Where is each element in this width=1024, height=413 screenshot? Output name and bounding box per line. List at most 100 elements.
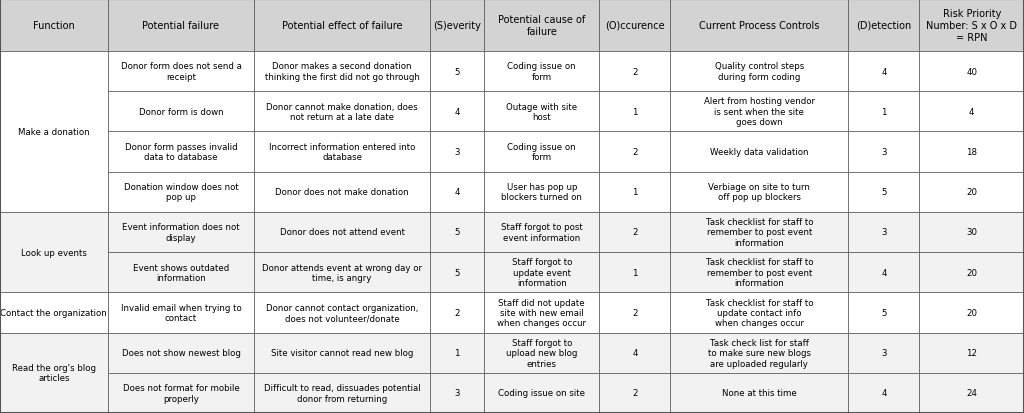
Bar: [0, 333, 108, 413]
Bar: [108, 212, 254, 252]
Text: 5: 5: [881, 188, 887, 197]
Bar: [0, 293, 108, 333]
Text: Risk Priority
Number: S x O x D
= RPN: Risk Priority Number: S x O x D = RPN: [926, 9, 1017, 43]
Text: 18: 18: [967, 148, 977, 157]
Bar: [920, 252, 1024, 293]
Bar: [254, 373, 430, 413]
Bar: [484, 212, 599, 252]
Text: 1: 1: [455, 348, 460, 357]
Text: 20: 20: [967, 268, 977, 277]
Bar: [430, 293, 484, 333]
Bar: [484, 0, 599, 52]
Bar: [671, 0, 848, 52]
Bar: [848, 293, 920, 333]
Text: (O)ccurence: (O)ccurence: [605, 21, 665, 31]
Bar: [430, 252, 484, 293]
Text: Alert from hosting vendor
is sent when the site
goes down: Alert from hosting vendor is sent when t…: [703, 97, 815, 127]
Text: Donor does not make donation: Donor does not make donation: [275, 188, 409, 197]
Bar: [848, 373, 920, 413]
Text: Function: Function: [33, 21, 75, 31]
Bar: [848, 0, 920, 52]
Bar: [254, 0, 430, 52]
Text: 5: 5: [455, 228, 460, 237]
Text: Potential cause of
failure: Potential cause of failure: [499, 15, 586, 37]
Text: 4: 4: [455, 188, 460, 197]
Text: Staff did not update
site with new email
when changes occur: Staff did not update site with new email…: [498, 298, 587, 328]
Bar: [484, 172, 599, 212]
Bar: [671, 132, 848, 172]
Bar: [920, 373, 1024, 413]
Bar: [484, 252, 599, 293]
Text: Staff forgot to
upload new blog
entries: Staff forgot to upload new blog entries: [506, 338, 578, 368]
Text: Event shows outdated
information: Event shows outdated information: [133, 263, 229, 282]
Bar: [920, 293, 1024, 333]
Text: 24: 24: [967, 389, 977, 397]
Bar: [599, 92, 671, 132]
Bar: [848, 212, 920, 252]
Text: Look up events: Look up events: [20, 248, 87, 257]
Text: Staff forgot to post
event information: Staff forgot to post event information: [501, 223, 583, 242]
Text: Donor cannot make donation, does
not return at a late date: Donor cannot make donation, does not ret…: [266, 102, 418, 122]
Text: Read the org's blog
articles: Read the org's blog articles: [12, 363, 96, 382]
Text: 3: 3: [455, 148, 460, 157]
Bar: [599, 252, 671, 293]
Bar: [254, 52, 430, 92]
Bar: [484, 92, 599, 132]
Bar: [108, 333, 254, 373]
Text: 2: 2: [632, 148, 638, 157]
Text: Donor form is down: Donor form is down: [138, 107, 223, 116]
Bar: [0, 52, 108, 212]
Bar: [848, 52, 920, 92]
Text: 4: 4: [455, 107, 460, 116]
Text: Donor form passes invalid
data to database: Donor form passes invalid data to databa…: [125, 142, 238, 162]
Text: Weekly data validation: Weekly data validation: [710, 148, 809, 157]
Text: Staff forgot to
update event
information: Staff forgot to update event information: [512, 258, 572, 287]
Bar: [254, 252, 430, 293]
Text: 2: 2: [632, 228, 638, 237]
Bar: [671, 252, 848, 293]
Bar: [671, 333, 848, 373]
Bar: [920, 172, 1024, 212]
Text: Donor cannot contact organization,
does not volunteer/donate: Donor cannot contact organization, does …: [266, 303, 418, 323]
Text: 3: 3: [881, 348, 887, 357]
Text: 4: 4: [881, 268, 887, 277]
Text: 3: 3: [455, 389, 460, 397]
Text: 4: 4: [632, 348, 638, 357]
Bar: [108, 293, 254, 333]
Bar: [599, 52, 671, 92]
Bar: [484, 293, 599, 333]
Text: 2: 2: [632, 308, 638, 317]
Text: Donor does not attend event: Donor does not attend event: [280, 228, 404, 237]
Bar: [0, 0, 108, 52]
Text: Make a donation: Make a donation: [18, 128, 90, 137]
Text: 12: 12: [967, 348, 977, 357]
Bar: [671, 293, 848, 333]
Text: 1: 1: [632, 268, 638, 277]
Bar: [254, 293, 430, 333]
Bar: [108, 252, 254, 293]
Text: Contact the organization: Contact the organization: [0, 308, 108, 317]
Bar: [848, 92, 920, 132]
Bar: [599, 373, 671, 413]
Bar: [430, 52, 484, 92]
Text: Donor makes a second donation
thinking the first did not go through: Donor makes a second donation thinking t…: [264, 62, 420, 82]
Bar: [848, 252, 920, 293]
Text: User has pop up
blockers turned on: User has pop up blockers turned on: [502, 183, 583, 202]
Text: 2: 2: [455, 308, 460, 317]
Text: 5: 5: [455, 67, 460, 76]
Text: 20: 20: [967, 308, 977, 317]
Text: Does not format for mobile
properly: Does not format for mobile properly: [123, 383, 240, 403]
Text: Donor attends event at wrong day or
time, is angry: Donor attends event at wrong day or time…: [262, 263, 422, 282]
Bar: [920, 52, 1024, 92]
Text: 4: 4: [881, 67, 887, 76]
Text: Task checklist for staff to
remember to post event
information: Task checklist for staff to remember to …: [706, 258, 813, 287]
Bar: [599, 132, 671, 172]
Bar: [430, 212, 484, 252]
Bar: [484, 52, 599, 92]
Bar: [430, 92, 484, 132]
Bar: [671, 92, 848, 132]
Text: 5: 5: [881, 308, 887, 317]
Text: Incorrect information entered into
database: Incorrect information entered into datab…: [269, 142, 415, 162]
Bar: [920, 92, 1024, 132]
Bar: [0, 212, 108, 293]
